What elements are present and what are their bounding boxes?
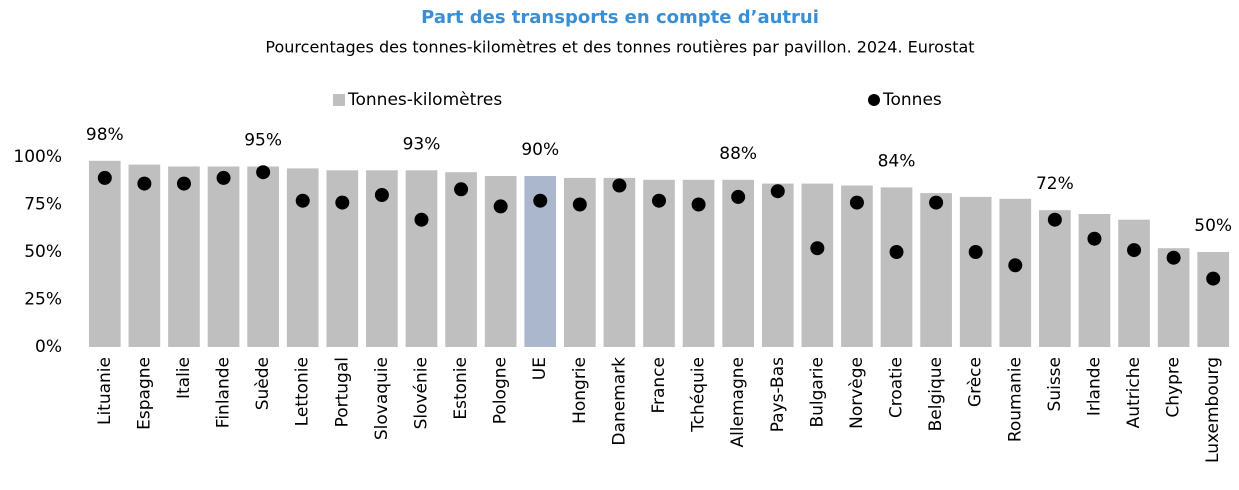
data-label: 72%	[1036, 174, 1074, 194]
dot	[889, 245, 904, 259]
y-tick-label: 0%	[35, 337, 62, 357]
bar	[1039, 210, 1071, 347]
x-tick-label: Grèce	[966, 357, 986, 407]
bar	[445, 172, 477, 347]
dot	[691, 197, 706, 212]
bar	[88, 160, 121, 347]
x-tick-label: Slovénie	[411, 357, 431, 429]
dot	[176, 176, 191, 191]
x-tick-label: Luxembourg	[1203, 357, 1223, 463]
x-tick-label: Portugal	[332, 357, 352, 427]
bar	[1118, 219, 1150, 347]
dot	[256, 165, 271, 180]
bar	[999, 198, 1032, 347]
x-tick-label: Danemark	[609, 357, 629, 446]
dot	[1008, 258, 1023, 273]
x-tick-label: Chypre	[1164, 357, 1184, 418]
x-tick-label: Slovaquie	[372, 357, 392, 440]
x-tick-label: Lettonie	[293, 357, 313, 426]
x-tick-label: Finlande	[214, 357, 234, 428]
y-tick-label: 50%	[24, 242, 62, 262]
bar	[405, 170, 438, 347]
x-tick-label: Autriche	[1124, 357, 1144, 428]
data-label: 90%	[521, 140, 559, 160]
bar	[920, 193, 952, 347]
y-tick-label: 75%	[24, 195, 62, 215]
dot	[216, 170, 231, 185]
bar	[247, 166, 279, 347]
bar	[207, 166, 240, 347]
data-label: 95%	[244, 131, 282, 151]
bar	[168, 166, 200, 347]
x-tick-label: Belgique	[926, 357, 946, 431]
data-label: 84%	[878, 151, 916, 171]
dot	[731, 189, 746, 204]
x-tick-label: Allemagne	[728, 357, 748, 448]
legend-label: Tonnes	[882, 90, 942, 110]
bar	[959, 196, 992, 347]
dot	[770, 184, 785, 199]
bar	[1197, 252, 1230, 347]
dot	[1166, 250, 1181, 265]
dot	[374, 188, 389, 202]
chart-subtitle: Pourcentages des tonnes-kilomètres et de…	[265, 38, 974, 57]
dot	[335, 195, 350, 210]
x-tick-label: Pologne	[491, 357, 511, 424]
x-tick-label: Roumanie	[1005, 357, 1025, 442]
dot	[572, 197, 587, 212]
data-label: 88%	[719, 144, 757, 164]
bar	[841, 185, 873, 347]
x-tick-label: Espagne	[134, 357, 154, 430]
chart-title: Part des transports en compte d’autrui	[421, 7, 819, 28]
dot	[454, 182, 469, 197]
dot	[137, 176, 152, 191]
x-tick-label: Suède	[253, 357, 273, 410]
x-tick-label: Suisse	[1045, 357, 1065, 411]
data-label: 98%	[86, 125, 124, 145]
dot	[1127, 243, 1142, 258]
x-tick-label: Lituanie	[95, 357, 115, 425]
x-tick-label: Bulgarie	[807, 357, 827, 428]
x-tick-label: France	[649, 357, 669, 414]
dot	[849, 195, 864, 210]
x-tick-label: Irlande	[1084, 357, 1104, 416]
dot	[414, 212, 429, 227]
dot	[929, 195, 944, 210]
bar	[722, 179, 755, 347]
x-tick-label: UE	[530, 357, 550, 380]
x-tick-label: Estonie	[451, 357, 471, 420]
bar	[801, 183, 834, 347]
dot	[97, 170, 112, 185]
legend-label: Tonnes-kilomètres	[347, 90, 502, 110]
bar	[880, 187, 913, 347]
x-tick-label: Norvège	[847, 357, 867, 429]
legend-swatch	[868, 94, 880, 106]
bar	[603, 177, 636, 347]
y-tick-label: 25%	[24, 290, 62, 310]
dot	[493, 199, 508, 214]
y-tick-label: 100%	[13, 147, 62, 167]
x-tick-label: Pays-Bas	[768, 357, 788, 432]
dot	[652, 193, 666, 208]
dot	[612, 178, 627, 193]
dot	[1087, 231, 1102, 246]
data-label: 50%	[1194, 216, 1232, 236]
x-tick-label: Tchéquie	[689, 357, 709, 433]
legend-swatch	[333, 94, 345, 106]
bar	[761, 183, 794, 347]
data-label: 93%	[403, 134, 441, 154]
dot	[1047, 212, 1062, 227]
bar	[128, 164, 161, 347]
x-tick-label: Croatie	[887, 357, 907, 418]
dot	[1206, 271, 1221, 286]
dot	[810, 241, 825, 256]
dot	[295, 193, 310, 208]
dot	[968, 245, 983, 259]
x-tick-label: Italie	[174, 357, 194, 399]
x-tick-label: Hongrie	[570, 357, 590, 424]
dot	[533, 193, 548, 208]
